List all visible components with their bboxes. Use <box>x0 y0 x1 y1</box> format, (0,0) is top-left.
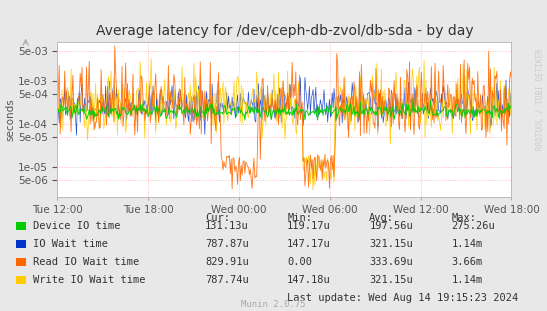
Title: Average latency for /dev/ceph-db-zvol/db-sda - by day: Average latency for /dev/ceph-db-zvol/db… <box>96 24 473 38</box>
Text: 3.66m: 3.66m <box>451 257 482 267</box>
Text: 787.74u: 787.74u <box>205 275 249 285</box>
Text: Munin 2.0.75: Munin 2.0.75 <box>241 299 306 309</box>
Text: 1.14m: 1.14m <box>451 275 482 285</box>
Text: Cur:: Cur: <box>205 213 230 223</box>
Text: Min:: Min: <box>287 213 312 223</box>
Text: 333.69u: 333.69u <box>369 257 413 267</box>
Text: 321.15u: 321.15u <box>369 239 413 249</box>
Text: Device IO time: Device IO time <box>33 221 120 231</box>
Text: 131.13u: 131.13u <box>205 221 249 231</box>
Text: 321.15u: 321.15u <box>369 275 413 285</box>
Text: Write IO Wait time: Write IO Wait time <box>33 275 146 285</box>
Text: RRDTOOL / TOBI OETIKER: RRDTOOL / TOBI OETIKER <box>536 49 544 151</box>
Text: 829.91u: 829.91u <box>205 257 249 267</box>
Y-axis label: seconds: seconds <box>5 98 15 141</box>
Text: Read IO Wait time: Read IO Wait time <box>33 257 139 267</box>
Text: 119.17u: 119.17u <box>287 221 331 231</box>
Text: 1.14m: 1.14m <box>451 239 482 249</box>
Text: 147.18u: 147.18u <box>287 275 331 285</box>
Text: 197.56u: 197.56u <box>369 221 413 231</box>
Text: 0.00: 0.00 <box>287 257 312 267</box>
Text: 275.26u: 275.26u <box>451 221 495 231</box>
Text: Max:: Max: <box>451 213 476 223</box>
Text: IO Wait time: IO Wait time <box>33 239 108 249</box>
Text: Avg:: Avg: <box>369 213 394 223</box>
Text: Last update: Wed Aug 14 19:15:23 2024: Last update: Wed Aug 14 19:15:23 2024 <box>287 293 519 304</box>
Text: 147.17u: 147.17u <box>287 239 331 249</box>
Text: 787.87u: 787.87u <box>205 239 249 249</box>
